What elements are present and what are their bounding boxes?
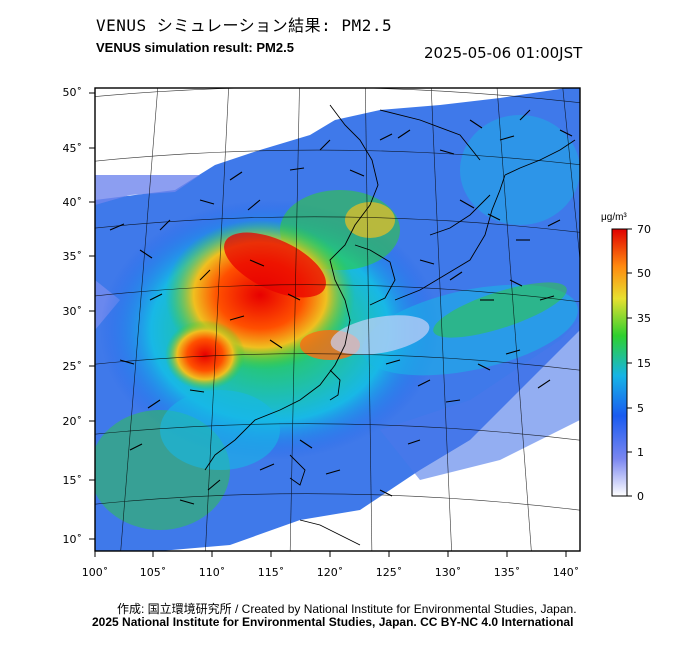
concentration-field [95,88,580,551]
colorbar-tick-label: 1 [637,446,644,459]
lat-label: 35˚ [63,250,83,263]
colorbar-tick-label: 0 [637,490,644,503]
credit-line-1: 作成: 国立環境研究所 / Created by National Instit… [117,602,577,616]
lat-label: 50˚ [63,86,83,99]
lat-label: 15˚ [63,474,83,487]
timestamp: 2025-05-06 01:00JST [424,44,583,62]
lat-label: 20˚ [63,415,83,428]
lon-label: 125˚ [376,566,403,579]
lon-label: 100˚ [82,566,109,579]
lon-label: 115˚ [258,566,285,579]
colorbar-unit: μg/m³ [601,212,627,223]
lon-label: 135˚ [494,566,521,579]
lat-label: 45˚ [63,142,83,155]
lat-label: 10˚ [63,533,83,546]
lon-label: 130˚ [435,566,462,579]
colorbar-tick-label: 70 [637,223,651,236]
colorbar-scale [611,228,628,497]
colorbar-tick-label: 50 [637,267,651,280]
page-title-en: VENUS simulation result: PM2.5 [96,40,294,55]
page-title-jp: VENUS シミュレーション結果: PM2.5 [96,16,393,35]
credit-line-2: 2025 National Institute for Environmenta… [92,615,574,629]
lon-label: 140˚ [553,566,580,579]
coastlines [204,104,576,546]
lat-label: 25˚ [63,360,83,373]
lon-label: 105˚ [140,566,167,579]
lon-label: 120˚ [317,566,344,579]
colorbar-tick-label: 35 [637,312,651,325]
lon-label: 110˚ [199,566,226,579]
lat-label: 40˚ [63,196,83,209]
graticule [95,88,580,551]
colorbar-tick-label: 15 [637,357,651,370]
map-border [94,87,581,552]
wind-vectors [109,109,573,505]
lat-label: 30˚ [63,305,83,318]
colorbar-tick-label: 5 [637,402,644,415]
colorbar: 70 50 35 15 5 1 0 [611,223,651,503]
